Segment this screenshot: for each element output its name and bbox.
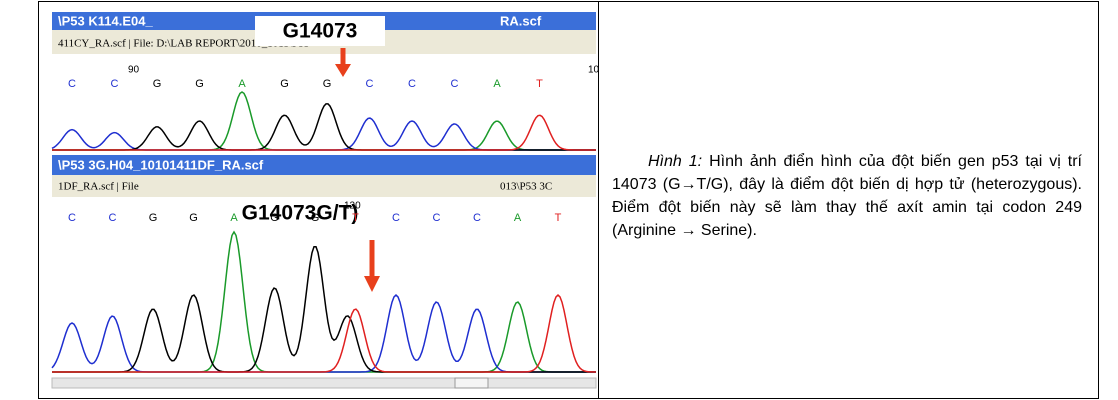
page: {"figure": { "panels": [ {"title_bar": [… — [0, 0, 1118, 400]
base-call: T — [352, 212, 359, 224]
scrollbar — [52, 378, 596, 388]
title-text: \P53 K114.E04_ — [58, 13, 153, 28]
base-call: A — [238, 78, 246, 90]
toolbar-text: 1DF_RA.scf | File — [58, 181, 139, 193]
arrow-head — [364, 276, 380, 292]
base-call: G — [323, 78, 332, 90]
trace — [52, 247, 596, 372]
position-label: 120 — [344, 201, 361, 212]
base-call: C — [68, 78, 76, 90]
base-call: C — [68, 212, 76, 224]
base-call: C — [433, 212, 441, 224]
trace — [52, 232, 596, 372]
base-call: C — [366, 78, 374, 90]
base-call: C — [109, 212, 117, 224]
base-call: C — [111, 78, 119, 90]
traces — [52, 92, 596, 372]
base-call: C — [408, 78, 416, 90]
base-call: T — [555, 212, 562, 224]
mutation-label: G14073G/T) — [242, 202, 359, 225]
base-call: A — [230, 212, 238, 224]
title-text: \P53 3G.H04_10101411DF_RA.scf — [58, 157, 264, 172]
base-call: T — [536, 78, 543, 90]
title-text: RA.scf — [500, 13, 542, 28]
base-call: G — [280, 78, 289, 90]
arrow-head — [335, 64, 351, 77]
base-call: G — [189, 212, 198, 224]
base-call: A — [514, 212, 522, 224]
base-call: G — [311, 212, 320, 224]
mutation-label: G14073 — [283, 20, 358, 43]
base-call: G — [270, 212, 279, 224]
trace — [52, 92, 596, 150]
base-call: G — [195, 78, 204, 90]
toolbar-text: 013\P53 3C — [500, 181, 552, 193]
scroll-thumb — [455, 378, 488, 388]
caption: Hình 1: Hình ảnh điển hình của đột biến … — [612, 150, 1082, 242]
position-label: 10 — [588, 65, 600, 76]
caption-label: Hình 1: — [648, 153, 702, 170]
position-label: 90 — [128, 65, 140, 76]
base-call: C — [392, 212, 400, 224]
base-call: G — [149, 212, 158, 224]
base-call: G — [153, 78, 162, 90]
base-call: C — [473, 212, 481, 224]
base-call: A — [493, 78, 501, 90]
trace — [52, 104, 596, 150]
base-call: C — [451, 78, 459, 90]
